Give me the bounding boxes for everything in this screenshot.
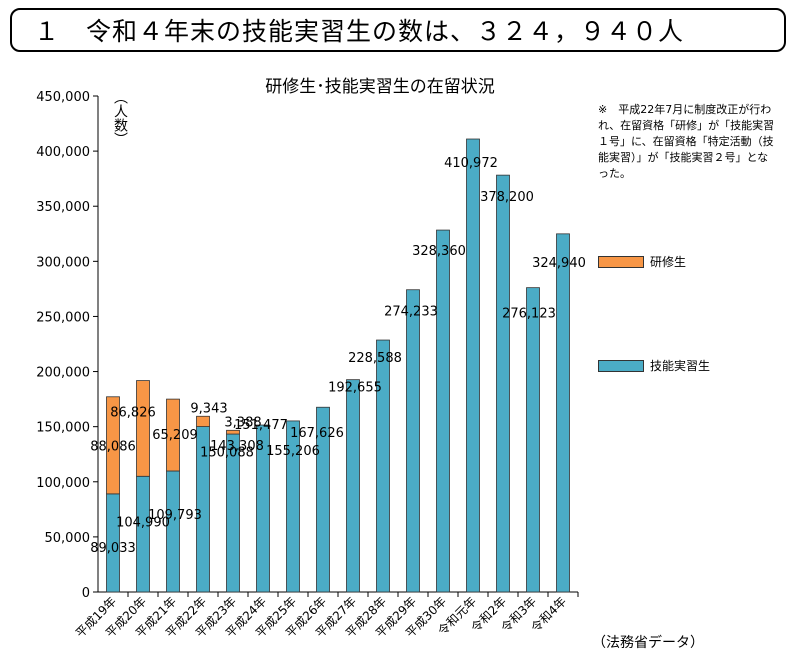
data-label-technical-intern: 228,588 bbox=[348, 351, 402, 366]
y-tick-label: 400,000 bbox=[36, 145, 90, 160]
data-label-technical-intern: 276,123 bbox=[502, 307, 556, 322]
legend-label-trainee: 研修生 bbox=[650, 255, 687, 269]
data-label-technical-intern: 410,972 bbox=[444, 156, 498, 171]
data-label-technical-intern: 324,940 bbox=[532, 256, 586, 271]
legend-item-trainee: 研修生 bbox=[598, 253, 686, 270]
data-label-technical-intern: 104,990 bbox=[116, 515, 170, 530]
bar-trainee bbox=[226, 429, 240, 435]
bar-technical-intern bbox=[436, 229, 450, 593]
y-tick-label: 450,000 bbox=[36, 90, 90, 105]
data-label-technical-intern: 192,655 bbox=[328, 381, 382, 396]
data-label-technical-intern: 274,233 bbox=[384, 305, 438, 320]
data-source: （法務省データ） bbox=[592, 635, 704, 651]
bar-trainee bbox=[166, 398, 180, 472]
legend-label-technical-intern: 技能実習生 bbox=[650, 359, 711, 373]
legal-note: ※ 平成22年7月に制度改正が行われ、在留資格「研修」が「技能実習１号」に、在留… bbox=[598, 103, 775, 180]
data-label-trainee: 9,343 bbox=[190, 401, 227, 416]
data-label-trainee: 65,209 bbox=[152, 428, 198, 443]
data-label-technical-intern: 150,088 bbox=[200, 446, 254, 461]
bar-technical-intern bbox=[376, 339, 390, 593]
data-label-technical-intern: 167,626 bbox=[290, 426, 344, 441]
bar-technical-intern bbox=[556, 233, 570, 593]
bar-technical-intern bbox=[136, 475, 150, 593]
data-label-technical-intern: 155,206 bbox=[266, 444, 320, 459]
legend-swatch-technical-intern bbox=[598, 359, 644, 372]
y-tick-label: 300,000 bbox=[36, 255, 90, 270]
bar-technical-intern bbox=[406, 289, 420, 593]
data-label-trainee: 86,826 bbox=[110, 405, 156, 420]
bars bbox=[106, 138, 570, 593]
legend-swatch-trainee bbox=[598, 255, 644, 268]
bar-technical-intern bbox=[166, 470, 180, 593]
chart-title: 研修生･技能実習生の在留状況 bbox=[265, 77, 495, 97]
y-axis-label: （人数） bbox=[112, 90, 128, 146]
y-tick-label: 200,000 bbox=[36, 366, 90, 381]
bar-technical-intern bbox=[526, 287, 540, 593]
bar-technical-intern bbox=[466, 138, 480, 593]
bar-technical-intern bbox=[256, 424, 270, 593]
bar-trainee bbox=[136, 380, 150, 477]
bar-trainee bbox=[106, 396, 120, 495]
data-label-technical-intern: 109,793 bbox=[148, 508, 202, 523]
bar-technical-intern bbox=[316, 406, 330, 593]
data-label-technical-intern: 151,477 bbox=[234, 418, 288, 433]
data-label-trainee: 3,388 bbox=[224, 415, 261, 430]
bar-technical-intern bbox=[496, 174, 510, 593]
y-tick-label: 350,000 bbox=[36, 200, 90, 215]
legend-item-technical-intern: 技能実習生 bbox=[598, 357, 710, 374]
data-label-technical-intern: 328,360 bbox=[412, 244, 466, 259]
data-label-technical-intern: 378,200 bbox=[480, 190, 534, 205]
bar-technical-intern bbox=[286, 420, 300, 593]
y-tick-label: 150,000 bbox=[36, 421, 90, 436]
headline-text: １ 令和４年末の技能実習生の数は、３２４，９４０人 bbox=[34, 17, 685, 46]
bar-trainee bbox=[196, 415, 210, 427]
bar-technical-intern bbox=[346, 379, 360, 593]
data-label-trainee: 88,086 bbox=[90, 439, 136, 454]
data-labels: 89,03388,086104,99086,826109,79365,20915… bbox=[90, 156, 586, 556]
headline-box: １ 令和４年末の技能実習生の数は、３２４，９４０人 bbox=[10, 8, 786, 52]
data-label-technical-intern: 89,033 bbox=[90, 541, 136, 556]
data-label-technical-intern: 143,308 bbox=[210, 439, 264, 454]
y-tick-label: 50,000 bbox=[45, 531, 91, 546]
y-tick-label: 0 bbox=[82, 586, 90, 601]
y-tick-label: 250,000 bbox=[36, 310, 90, 325]
y-tick-label: 100,000 bbox=[36, 476, 90, 491]
